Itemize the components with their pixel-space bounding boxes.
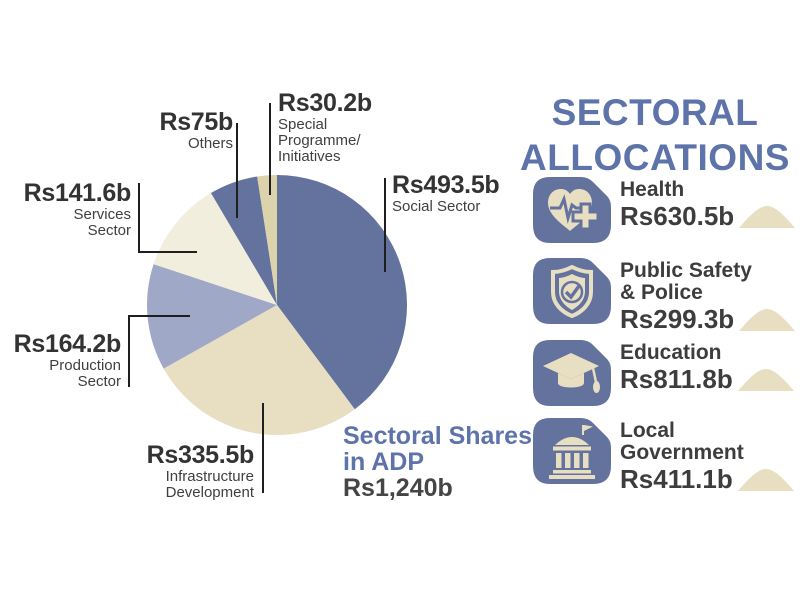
pie-label-social-sector: Rs493.5b Social Sector [392,171,500,215]
pie-slice-others [210,176,277,305]
chart-caption-line1: Sectoral Shares [343,422,532,450]
allocation-row-education: Education Rs811.8b [533,340,794,406]
pie-slices [147,175,408,436]
allocation-value: Rs630.5b [620,201,735,231]
mound-icon [739,206,796,228]
allocation-row-health: Health Rs630.5b [533,177,796,243]
pie-label-name: Special [278,116,328,133]
pie-label-name: Development [165,484,254,501]
pie-slice-special-programme-initiatives [257,175,277,305]
allocation-value: Rs411.1b [620,464,733,494]
heading-line1: SECTORAL [551,92,759,133]
pie-label-value: Rs493.5b [392,171,500,199]
allocation-label: Health [620,178,685,201]
pie-label-name: Sector [87,222,131,239]
allocation-value: Rs811.8b [620,364,733,394]
pie-label-production-sector: Rs164.2b Production Sector [10,330,122,390]
local-government-tile [533,418,611,484]
leader-line-services-sector [138,183,197,253]
mound-icon [739,309,796,331]
pie-label-name: Social Sector [392,198,481,215]
sectoral-allocations-heading: SECTORAL ALLOCATIONS [515,90,795,180]
allocation-label: Local [620,419,675,442]
pie-label-name: Programme/ [278,132,361,149]
pie-label-name: Initiatives [278,148,341,165]
graduation-cap-icon [543,353,600,393]
pie-slice-social-sector [277,175,408,410]
pie-label-value: Rs75b [159,108,233,136]
shield-check-icon [551,264,593,319]
allocation-label: Public Safety [620,259,752,282]
pie-label-value: Rs335.5b [146,441,255,469]
pie-label-value: Rs164.2b [13,330,122,358]
education-tile [533,340,611,406]
mound-icon [737,369,794,391]
pie-label-services-sector: Rs141.6b Services Sector [20,179,132,239]
pie-label-name: Services [73,206,131,223]
allocation-label: Education [620,341,722,364]
pie-label-value: Rs30.2b [278,89,372,117]
allocation-label: & Police [620,281,703,304]
pie-slice-production-sector [147,264,277,369]
pie-label-others: Rs75b Others [120,109,233,152]
pie-label-name: Infrastructure [165,468,254,485]
chart-caption-line2: in ADP [343,448,425,476]
pie-label-name: Others [187,135,233,152]
leader-lines [128,103,386,493]
tile-background [533,418,611,484]
public-safety-tile [533,258,611,324]
allocation-value: Rs299.3b [620,304,735,334]
pie-label-value: Rs141.6b [23,179,132,207]
heart-pulse-cross-icon [548,189,600,231]
allocation-label: Government [620,441,744,464]
pie-label-infrastructure-development: Rs335.5b Infrastructure Development [140,441,255,501]
mound-icon [737,469,794,491]
bank-building-icon [549,425,595,479]
allocation-row-local-government: Local Government Rs411.1b [533,418,794,494]
health-tile [533,177,611,243]
pie-slice-infrastructure-development [163,305,355,436]
pie-label-name: Sector [77,373,121,390]
allocation-row-public-safety: Public Safety & Police Rs299.3b [533,258,796,334]
chart-total-value: Rs1,240b [343,474,453,502]
pie-label-special-programme: Rs30.2b Special Programme/ Initiatives [278,90,372,165]
chart-caption: Sectoral Shares in ADP Rs1,240b [343,423,532,502]
pie-slice-services-sector [153,193,277,305]
leader-line-production-sector [128,315,190,387]
heading-line2: ALLOCATIONS [520,137,790,178]
pie-label-name: Production [49,357,121,374]
